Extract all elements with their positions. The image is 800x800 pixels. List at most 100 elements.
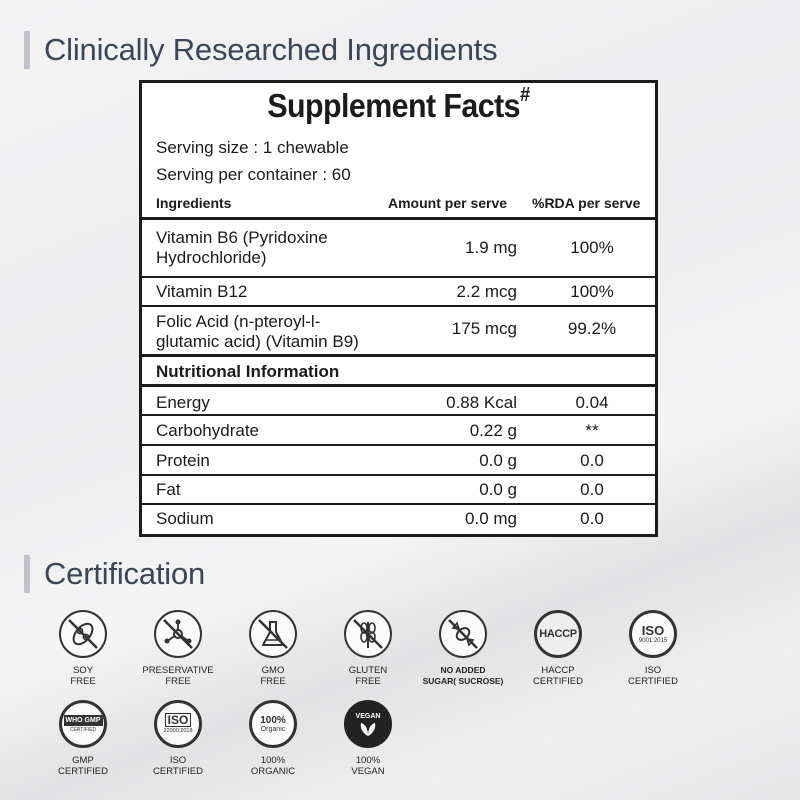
iso-9001-icon: ISO 9001:2015 xyxy=(629,610,677,658)
heading-accent-bar xyxy=(24,31,30,69)
gmo-free-icon xyxy=(249,610,297,658)
nutrient-amount: 0.88 Kcal xyxy=(446,393,517,412)
ingredient-amount: 175 mcg xyxy=(451,319,517,338)
cert-haccp: HACCP HACCP CERTIFIED xyxy=(503,610,613,687)
ingredient-name-line: glutamic acid) (Vitamin B9) xyxy=(156,332,359,351)
gmp-badge-text: WHO GMP xyxy=(63,714,103,726)
heading-accent-bar xyxy=(24,555,30,593)
cert-soy-free: SOY FREE xyxy=(28,610,138,687)
iso-badge-text: ISO xyxy=(641,622,665,638)
vegan-badge-text: VEGAN xyxy=(355,712,381,720)
cert-label-line: FREE xyxy=(355,676,381,687)
serving-size: Serving size : 1 chewable xyxy=(156,138,349,157)
haccp-badge-text: HACCP xyxy=(539,628,577,640)
nutrition-heading: Nutritional Information xyxy=(156,362,340,381)
gluten-free-icon xyxy=(344,610,392,658)
nutrient-rda: ** xyxy=(585,421,599,440)
nutrient-name: Energy xyxy=(156,393,210,412)
nutrient-rda: 0.0 xyxy=(580,451,604,470)
preservative-free-icon xyxy=(154,610,202,658)
cert-label-line: SUGAR( SUCROSE) xyxy=(422,676,504,686)
cert-label-line: 100% xyxy=(260,755,286,766)
ingredient-name-line: Vitamin B6 (Pyridoxine xyxy=(156,228,328,247)
nutrient-name: Fat xyxy=(156,480,181,499)
nutrient-amount: 0.0 mg xyxy=(465,509,517,528)
cert-iso-22000: ISO 22000:2018 ISO CERTIFIED xyxy=(123,700,233,777)
nutrient-name: Carbohydrate xyxy=(156,421,260,440)
haccp-icon: HACCP xyxy=(534,610,582,658)
servings-per-container: Serving per container : 60 xyxy=(156,165,351,184)
organic-badge-sub: Organic xyxy=(260,725,286,733)
row-divider xyxy=(142,414,655,416)
ingredients-heading: Clinically Researched Ingredients xyxy=(24,31,498,69)
ingredient-name: Folic Acid (n-pteroyl-l- glutamic acid) … xyxy=(156,312,359,352)
cert-label-line: GMO xyxy=(261,665,285,676)
organic-icon: 100% Organic xyxy=(249,700,297,748)
ingredient-amount: 2.2 mcg xyxy=(456,282,517,301)
cert-label-line: SOY xyxy=(72,665,94,676)
column-header-amount: Amount per serve xyxy=(388,195,508,211)
nutrient-rda: 0.0 xyxy=(580,480,604,499)
certification-heading-text: Certification xyxy=(44,556,206,591)
cert-label-line: CERTIFIED xyxy=(153,766,203,777)
no-added-sugar-icon xyxy=(439,610,487,658)
nutrient-rda: 0.0 xyxy=(580,509,604,528)
cert-label-line: VEGAN xyxy=(351,766,385,777)
cert-label-line: GMP xyxy=(72,755,94,766)
nutrient-rda: 0.04 xyxy=(575,393,609,412)
cert-label-line: FREE xyxy=(165,676,191,687)
certification-heading: Certification xyxy=(24,555,205,593)
leaf-icon xyxy=(360,722,376,736)
ingredient-name: Vitamin B12 xyxy=(156,282,248,301)
row-divider xyxy=(142,276,655,278)
supplement-facts-title: Supplement Facts# xyxy=(163,84,635,125)
ingredient-amount: 1.9 mg xyxy=(465,238,517,257)
ingredients-heading-text: Clinically Researched Ingredients xyxy=(44,32,498,67)
table-row: Vitamin B6 (Pyridoxine Hydrochloride) 1.… xyxy=(142,228,655,276)
cert-label-line: ORGANIC xyxy=(250,766,296,777)
nutrient-amount: 0.0 g xyxy=(479,451,517,470)
organic-badge-text: 100% xyxy=(260,714,286,726)
iso-badge-sub: 9001:2015 xyxy=(638,637,668,644)
cert-preservative-free: PRESERVATIVE FREE xyxy=(123,610,233,687)
cert-gmo-free: GMO FREE xyxy=(218,610,328,687)
row-divider xyxy=(142,503,655,505)
cert-no-added-sugar: NO ADDED SUGAR( SUCROSE) xyxy=(408,610,518,687)
supplement-facts-panel: Supplement Facts# Serving size : 1 chewa… xyxy=(139,80,658,537)
ingredient-name-line: Hydrochloride) xyxy=(156,248,267,267)
cert-who-gmp: WHO GMP CERTIFIED GMP CERTIFIED xyxy=(28,700,138,777)
cert-label-line: CERTIFIED xyxy=(58,766,108,777)
section-divider xyxy=(142,384,655,387)
iso-badge-sub: 22000:2018 xyxy=(163,728,193,734)
table-row: Vitamin B12 2.2 mcg 100% xyxy=(142,282,655,306)
ingredient-name: Vitamin B6 (Pyridoxine Hydrochloride) xyxy=(156,228,328,268)
cert-label-line: ISO xyxy=(169,755,187,766)
cert-label-line: HACCP xyxy=(541,665,575,676)
nutrition-heading-row: Nutritional Information xyxy=(142,362,655,386)
ingredient-rda: 99.2% xyxy=(567,319,617,338)
nutrient-name: Protein xyxy=(156,451,210,470)
cert-label-line: 100% xyxy=(355,755,381,766)
table-row: Folic Acid (n-pteroyl-l- glutamic acid) … xyxy=(142,312,655,360)
nutrient-amount: 0.0 g xyxy=(479,480,517,499)
who-gmp-icon: WHO GMP CERTIFIED xyxy=(59,700,107,748)
cert-label-line: GLUTEN xyxy=(348,665,388,676)
row-divider xyxy=(142,474,655,476)
row-divider xyxy=(142,305,655,307)
nutrient-name: Sodium xyxy=(156,509,214,528)
cert-label-line: CERTIFIED xyxy=(533,676,583,687)
ingredient-name-line: Folic Acid (n-pteroyl-l- xyxy=(156,312,321,331)
gmp-badge-sub: CERTIFIED xyxy=(69,726,97,733)
row-divider xyxy=(142,444,655,446)
cert-label-line: ISO xyxy=(644,665,662,676)
cert-iso-9001: ISO 9001:2015 ISO CERTIFIED xyxy=(598,610,708,687)
cert-gluten-free: GLUTEN FREE xyxy=(313,610,423,687)
iso-22000-icon: ISO 22000:2018 xyxy=(154,700,202,748)
ingredient-rda: 100% xyxy=(570,282,614,301)
soy-free-icon xyxy=(59,610,107,658)
cert-label-line: NO ADDED xyxy=(440,665,486,675)
cert-label-line: CERTIFIED xyxy=(628,676,678,687)
section-divider xyxy=(142,354,655,357)
cert-label-line: FREE xyxy=(260,676,286,687)
vegan-icon: VEGAN xyxy=(344,700,392,748)
